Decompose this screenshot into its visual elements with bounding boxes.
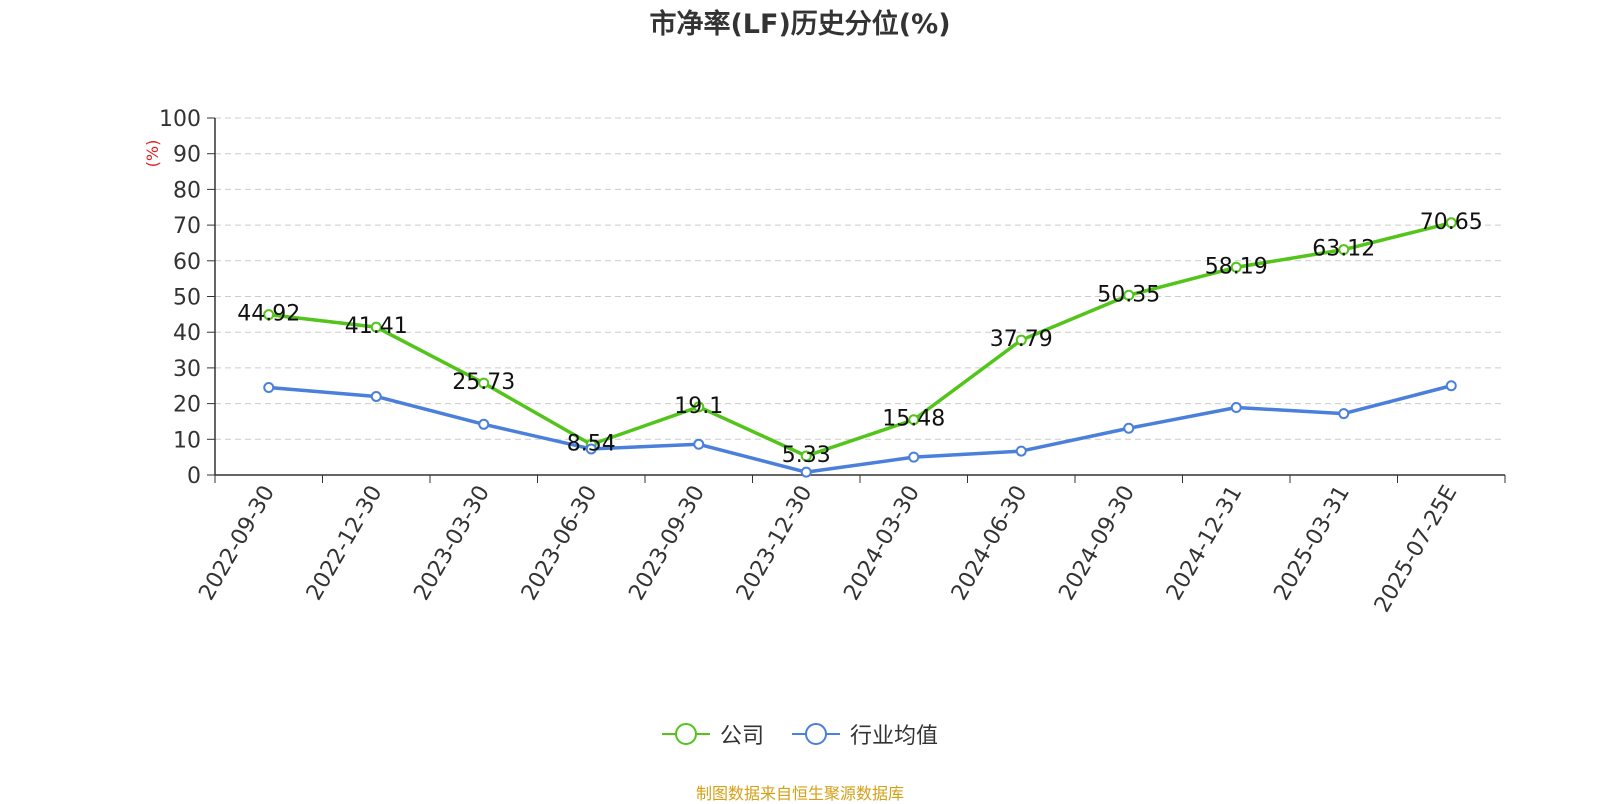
x-tick-label: 2022-12-30: [302, 482, 388, 605]
data-point: [478, 377, 490, 389]
data-point: [478, 418, 490, 430]
chart-title: 市净率(LF)历史分位(%): [649, 9, 951, 40]
x-tick-label: 2025-03-31: [1269, 482, 1355, 605]
data-point: [1338, 244, 1350, 256]
y-tick-label: 20: [173, 393, 201, 418]
source-note: 制图数据来自恒生聚源数据库: [695, 784, 904, 803]
y-tick-label: 80: [173, 178, 201, 203]
series-lines: [263, 217, 1457, 478]
data-point: [1230, 402, 1242, 414]
data-label: 15.48: [882, 407, 945, 432]
y-tick-label: 90: [173, 143, 201, 168]
data-label: 37.79: [990, 327, 1053, 352]
data-label: 5.33: [782, 443, 831, 468]
data-point: [800, 450, 812, 462]
data-point: [1123, 422, 1135, 434]
legend-marker-company: [661, 723, 710, 745]
x-tick-label: 2024-03-30: [839, 482, 925, 605]
legend-marker-industry-average: [792, 723, 840, 745]
data-labels: 44.92 41.41 25.73 8.54 19.1 5.33 15.48 37.79 50.…: [237, 210, 1482, 468]
data-point: [1123, 289, 1135, 301]
grid-lines: [215, 117, 1505, 440]
data-label: 25.73: [452, 370, 515, 395]
data-point: [1445, 380, 1457, 392]
data-label: 44.92: [237, 302, 300, 327]
x-tick-label: 2022-09-30: [194, 482, 280, 605]
data-point: [908, 414, 920, 426]
data-point: [1015, 334, 1027, 346]
data-point: [1015, 445, 1027, 457]
data-label: 70.65: [1420, 210, 1483, 235]
y-axis-label: (%): [143, 140, 162, 168]
x-tick-label: 2025-07-25E: [1370, 482, 1463, 617]
series-line: [268, 221, 1452, 458]
legend-label-company: 公司: [719, 724, 764, 749]
data-label: 58.19: [1205, 254, 1268, 279]
y-tick-label: 100: [159, 107, 201, 132]
data-label: 19.1: [674, 394, 723, 419]
data-label: 8.54: [567, 432, 616, 457]
data-point: [263, 309, 275, 321]
data-point: [370, 390, 382, 402]
x-tick-label: 2023-12-30: [732, 482, 818, 605]
y-tick-label: 40: [173, 321, 201, 346]
legend-label-industry-average: 行业均值: [850, 724, 939, 749]
data-point: [370, 321, 382, 333]
data-label: 41.41: [345, 314, 408, 339]
x-tick-label: 2023-09-30: [624, 482, 710, 605]
data-label: 50.35: [1097, 282, 1160, 307]
y-tick-label: 30: [173, 357, 201, 382]
x-tick-label: 2024-12-31: [1162, 482, 1248, 605]
data-point: [1230, 261, 1242, 273]
y-tick-label: 70: [173, 214, 201, 239]
y-tick-label: 60: [173, 250, 201, 275]
legend: 公司 行业均值: [0, 718, 1600, 750]
data-point: [263, 382, 275, 394]
data-point: [585, 443, 597, 455]
data-point: [908, 451, 920, 463]
data-label: 63.12: [1312, 237, 1375, 262]
x-tick-label: 2024-06-30: [947, 482, 1033, 605]
data-point: [1445, 217, 1457, 229]
axes: 0 10 20 30 40 50 60 70 80 90 100 (%) 2022-09-30 2022-…: [143, 107, 1506, 617]
data-point: [800, 466, 812, 478]
legend-item-industry-average[interactable]: 行业均值: [792, 718, 938, 750]
y-tick-label: 50: [173, 286, 201, 311]
x-tick-label: 2024-09-30: [1054, 482, 1140, 605]
data-point: [693, 401, 705, 413]
x-tick-label: 2023-06-30: [517, 482, 603, 605]
x-tick-label: 2023-03-30: [409, 482, 495, 605]
legend-item-company[interactable]: 公司: [661, 718, 764, 750]
data-point: [1338, 408, 1350, 420]
data-point: [693, 438, 705, 450]
y-tick-label: 0: [187, 464, 201, 489]
series-line: [268, 384, 1452, 474]
y-tick-label: 10: [173, 428, 201, 453]
